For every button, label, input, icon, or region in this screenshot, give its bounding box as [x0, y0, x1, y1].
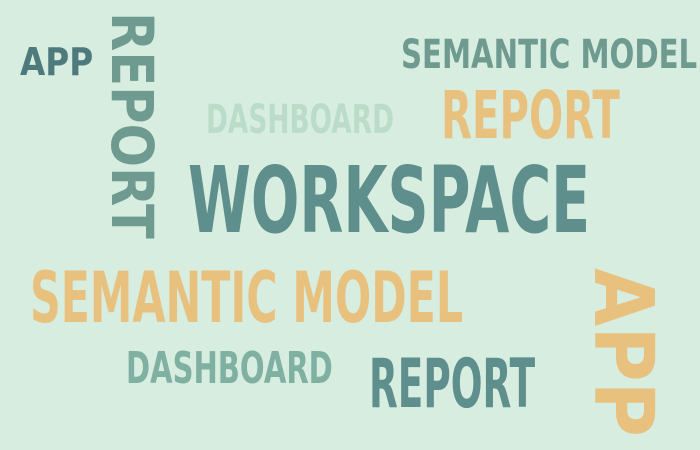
word-semantic-model-bottom: SEMANTIC MODEL: [30, 257, 464, 339]
word-dashboard-top: DASHBOARD: [206, 97, 394, 143]
word-report-orange: REPORT: [441, 77, 620, 154]
word-report-vertical: REPORT: [98, 12, 166, 239]
word-report-bottom: REPORT: [369, 345, 536, 424]
word-app-vertical: APP: [575, 268, 670, 437]
word-dashboard-bottom: DASHBOARD: [126, 343, 333, 394]
word-semantic-model-top: SEMANTIC MODEL: [401, 32, 698, 78]
word-app-small: APP: [20, 40, 94, 84]
word-workspace: WORKSPACE: [188, 147, 591, 254]
